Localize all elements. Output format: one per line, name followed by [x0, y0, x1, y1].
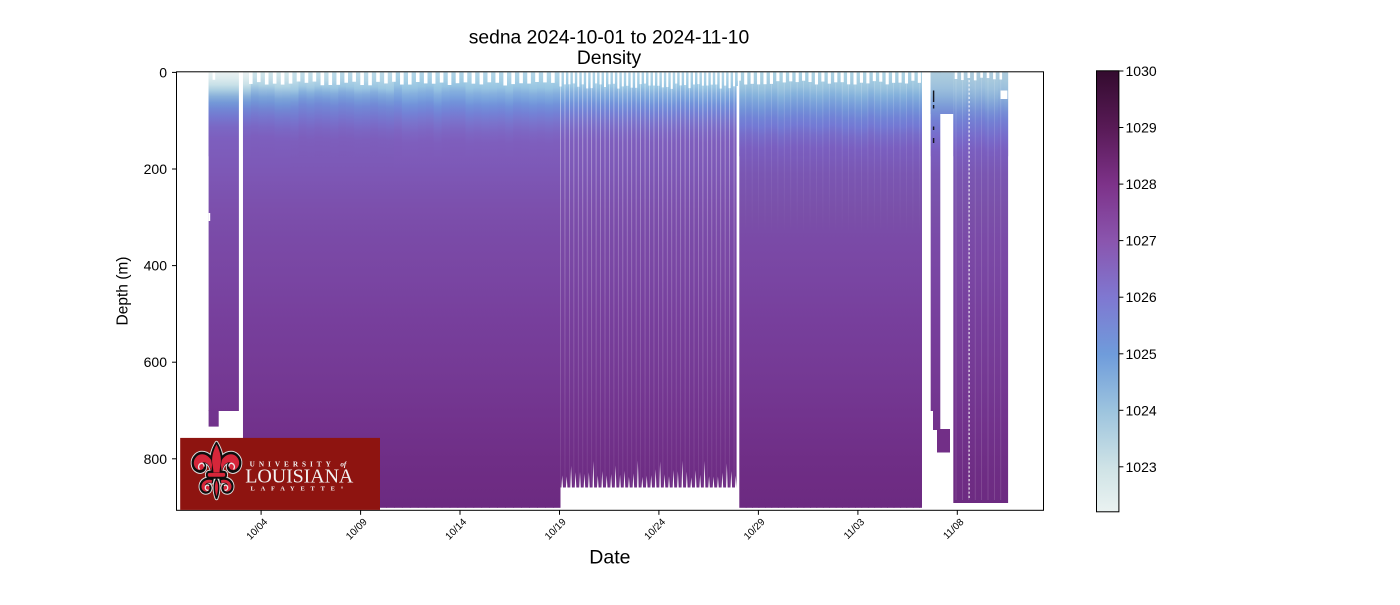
svg-text:Depth (m): Depth (m) [115, 257, 132, 326]
svg-text:1026: 1026 [1126, 289, 1157, 305]
svg-text:200: 200 [144, 161, 168, 177]
svg-text:Date: Date [589, 546, 630, 568]
svg-text:1027: 1027 [1126, 233, 1157, 249]
svg-text:1024: 1024 [1126, 402, 1157, 418]
svg-text:LOUISIANA: LOUISIANA [245, 466, 354, 488]
svg-text:sedna 2024-10-01 to 2024-11-10: sedna 2024-10-01 to 2024-11-10 [469, 28, 750, 49]
svg-text:1030: 1030 [1126, 63, 1157, 79]
svg-text:0: 0 [159, 64, 167, 80]
svg-text:1029: 1029 [1126, 120, 1157, 136]
svg-text:600: 600 [144, 354, 168, 370]
svg-text:Density: Density [577, 48, 642, 69]
svg-text:UNIVERSITY of: UNIVERSITY of [250, 460, 347, 468]
svg-text:1023: 1023 [1126, 459, 1157, 475]
svg-text:800: 800 [144, 451, 168, 467]
svg-text:LAFAYETTE°: LAFAYETTE° [251, 485, 350, 492]
svg-text:1025: 1025 [1126, 346, 1157, 362]
svg-text:400: 400 [144, 258, 168, 274]
svg-text:1028: 1028 [1126, 176, 1157, 192]
